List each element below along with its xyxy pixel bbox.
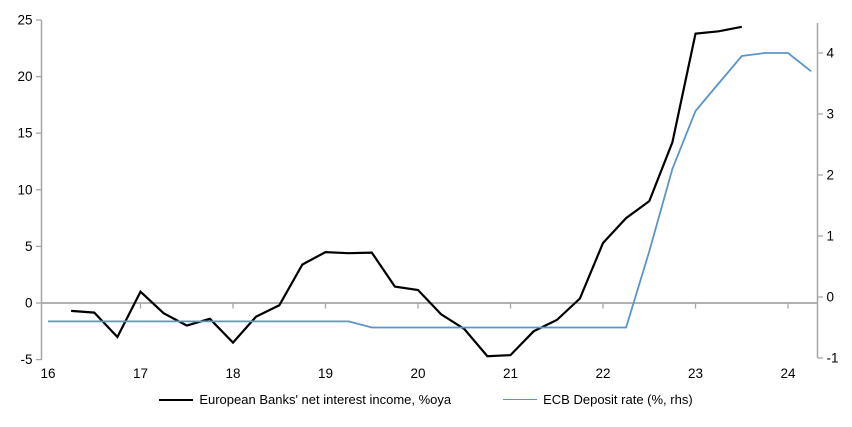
x-axis-tick-label: 23: [688, 366, 703, 381]
x-axis-tick-label: 21: [503, 366, 518, 381]
x-axis-tick-label: 20: [410, 366, 425, 381]
left-axis-tick-label: 25: [17, 13, 32, 28]
series-ecb-deposit-rate-line: [48, 52, 812, 329]
x-axis-tick-label: 18: [225, 366, 240, 381]
right-axis-tick-label: 2: [827, 168, 835, 183]
x-axis-tick-label: 17: [133, 366, 148, 381]
left-axis-tick-label: -5: [20, 352, 32, 367]
chart-legend: European Banks' net interest income, %oy…: [0, 392, 852, 407]
x-axis-tick-label: 24: [780, 366, 796, 381]
ecb-legend-label: ECB Deposit rate (%, rhs): [543, 392, 693, 407]
left-axis-tick-label: 10: [17, 182, 32, 197]
x-axis-tick-label: 22: [595, 366, 610, 381]
legend-item-nii: European Banks' net interest income, %oy…: [159, 392, 451, 407]
right-axis-tick-label: -1: [827, 351, 839, 366]
nii-legend-label: European Banks' net interest income, %oy…: [199, 392, 452, 407]
x-axis-tick-label: 16: [40, 366, 55, 381]
left-axis-tick-label: 0: [25, 296, 33, 311]
legend-item-ecb: ECB Deposit rate (%, rhs): [503, 392, 693, 407]
left-axis-tick-label: 5: [25, 239, 33, 254]
series-nii-line: [71, 25, 743, 358]
x-axis-tick-label: 19: [318, 366, 333, 381]
right-axis-tick-label: 3: [827, 107, 835, 122]
nii-line-swatch: [159, 398, 194, 401]
right-axis-tick-label: 4: [827, 46, 835, 61]
left-axis-tick-label: 15: [17, 126, 32, 141]
right-axis-tick-label: 1: [827, 229, 835, 244]
ecb-line-swatch: [503, 399, 538, 400]
left-axis-tick-label: 20: [17, 69, 32, 84]
right-axis-tick-label: 0: [827, 290, 835, 305]
